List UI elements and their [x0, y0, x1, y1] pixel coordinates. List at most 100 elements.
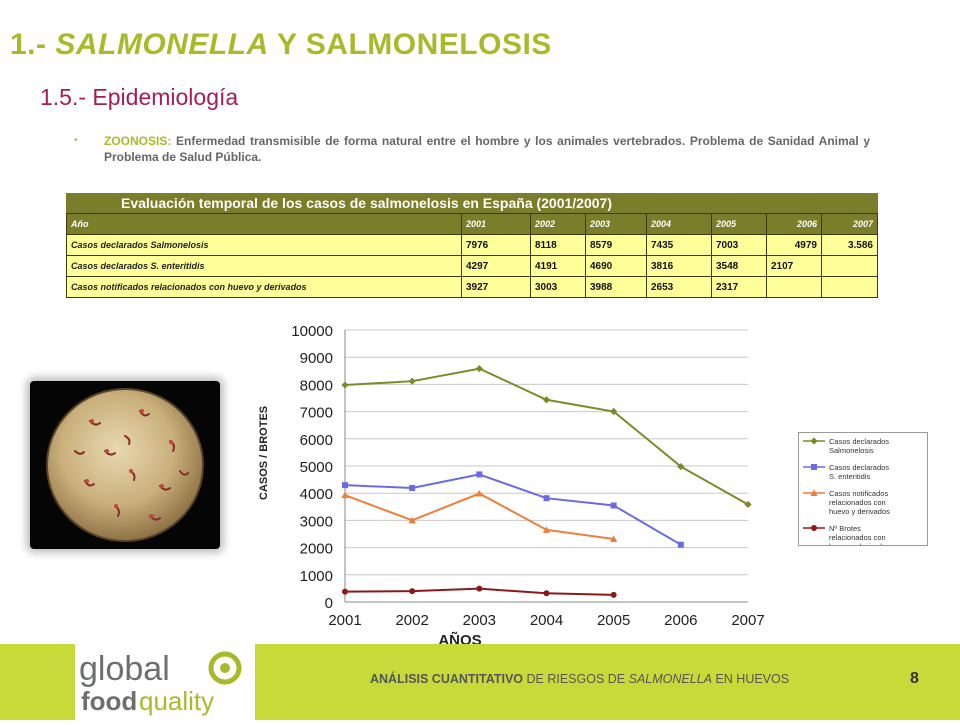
- table-cell: 4690: [585, 255, 647, 277]
- y-tick-label: 10000: [291, 323, 333, 340]
- legend-label: Casos declarados: [829, 437, 889, 446]
- logo-dot-icon: [220, 663, 230, 673]
- table-cell: 3548: [711, 255, 767, 277]
- legend-label: Nº Brotes: [829, 524, 861, 533]
- table-cell: 3003: [530, 276, 586, 298]
- table-row: Casos declarados S. enteritidis 4297 419…: [66, 255, 878, 277]
- y-tick-label: 8000: [300, 377, 333, 394]
- legend-label: huevo y derivados: [829, 542, 890, 545]
- data-point: [542, 526, 551, 533]
- data-point: [476, 471, 483, 478]
- table-header-cell: 2006: [766, 213, 822, 235]
- legend-marker: [811, 464, 817, 470]
- table-cell: 4297: [461, 255, 531, 277]
- footer-bold: ANÁLISIS CUANTITATIVO: [370, 672, 524, 686]
- table-cell: 3988: [585, 276, 647, 298]
- x-axis-label: AÑOS: [438, 631, 481, 644]
- legend-marker: [810, 437, 818, 445]
- x-tick-label: 2001: [328, 612, 361, 629]
- title-prefix: 1.-: [10, 28, 56, 61]
- table-header-row: Año 2001 2002 2003 2004 2005 2006 2007: [66, 213, 878, 235]
- body-key-term: ZOONOSIS:: [104, 134, 172, 148]
- petri-dish-illustration: [46, 388, 204, 542]
- chart-axes: 0 1000 2000 3000 4000 5000 6000 7000 8000 9000 100…: [291, 323, 764, 629]
- logo-ring-icon: [208, 651, 242, 685]
- table-header-cell: 2002: [530, 213, 586, 235]
- x-tick-label: 2006: [664, 612, 697, 629]
- chart-series: [341, 365, 752, 598]
- y-tick-label: 7000: [300, 405, 333, 422]
- table-cell: 4191: [530, 255, 586, 277]
- y-tick-label: 6000: [300, 432, 333, 449]
- salmonelosis-table: Evaluación temporal de los casos de salm…: [66, 193, 878, 298]
- data-point: [475, 365, 483, 373]
- data-point: [677, 462, 685, 471]
- series-3: [341, 489, 618, 542]
- legend-label: S. enteritidis: [829, 472, 871, 481]
- table-cell: 3.586: [821, 234, 878, 256]
- slide-title: 1.- SALMONELLA Y SALMONELOSIS: [10, 28, 552, 62]
- bullet-marker: •: [74, 135, 78, 146]
- table-cell: Casos declarados Salmonelosis: [66, 234, 462, 256]
- table-cell: [766, 276, 822, 298]
- table-row: Casos declarados Salmonelosis 7976 8118 …: [66, 234, 878, 256]
- y-axis-label: CASOS / BROTES: [258, 406, 270, 500]
- data-point: [342, 482, 348, 489]
- y-tick-label: 9000: [300, 350, 333, 367]
- legend-label: huevo y derivados: [829, 507, 890, 516]
- series-4: [342, 585, 617, 598]
- series-line: [344, 367, 749, 506]
- data-point: [341, 491, 349, 499]
- data-point: [610, 535, 618, 542]
- footer-end: EN HUEVOS: [711, 672, 790, 686]
- legend-label: Casos notificados: [829, 489, 888, 498]
- slide-subtitle: 1.5.- Epidemiología: [40, 84, 239, 110]
- table-header-cell: 2005: [711, 213, 767, 235]
- x-tick-label: 2002: [395, 612, 428, 629]
- chart-grid: [345, 329, 748, 603]
- data-point: [475, 489, 483, 497]
- series-2: [342, 471, 684, 548]
- logo-word-global: global: [79, 650, 170, 688]
- data-point: [677, 541, 684, 548]
- table-cell: Casos declarados S. enteritidis: [66, 255, 462, 277]
- table-cell: 3927: [461, 276, 531, 298]
- x-tick-label: 2005: [597, 612, 630, 629]
- data-point: [409, 588, 416, 595]
- title-italic: SALMONELLA: [55, 28, 269, 61]
- body-text: Enfermedad transmisible de forma natural…: [104, 134, 870, 164]
- legend-marker: [810, 489, 818, 496]
- table-cell: Casos notificados relacionados con huevo…: [66, 276, 462, 298]
- data-point: [543, 495, 550, 502]
- table-header-cell: 2007: [821, 213, 878, 235]
- table-cell: 2317: [711, 276, 767, 298]
- table-header-cell: 2003: [585, 213, 647, 235]
- data-point: [610, 407, 618, 416]
- data-point: [409, 485, 416, 492]
- table-header-cell: 2004: [646, 213, 712, 235]
- table-cell: 7976: [461, 234, 531, 256]
- salmonelosis-line-chart: 0 1000 2000 3000 4000 5000 6000 7000 8000 9000 100…: [258, 323, 765, 644]
- x-tick-label: 2004: [530, 612, 563, 629]
- logo-word-food: food: [81, 686, 137, 716]
- data-point: [476, 585, 483, 592]
- y-tick-label: 3000: [300, 513, 333, 530]
- x-tick-label: 2007: [731, 612, 764, 629]
- title-suffix: Y SALMONELOSIS: [268, 28, 552, 61]
- body-paragraph: ZOONOSIS: Enfermedad transmisible de for…: [104, 133, 870, 165]
- table-cell: 8118: [530, 234, 586, 256]
- data-point: [341, 381, 349, 389]
- legend-marker: [811, 525, 817, 531]
- table-cell: [821, 276, 878, 298]
- table-cell: 7003: [711, 234, 767, 256]
- global-food-quality-logo: global food quality: [79, 650, 242, 716]
- data-point: [408, 516, 416, 524]
- table-cell: 2653: [646, 276, 712, 298]
- table-header-cell: 2001: [461, 213, 531, 235]
- table-cell: 4979: [766, 234, 822, 256]
- table-cell: 7435: [646, 234, 712, 256]
- legend-label: relacionados con: [829, 533, 886, 542]
